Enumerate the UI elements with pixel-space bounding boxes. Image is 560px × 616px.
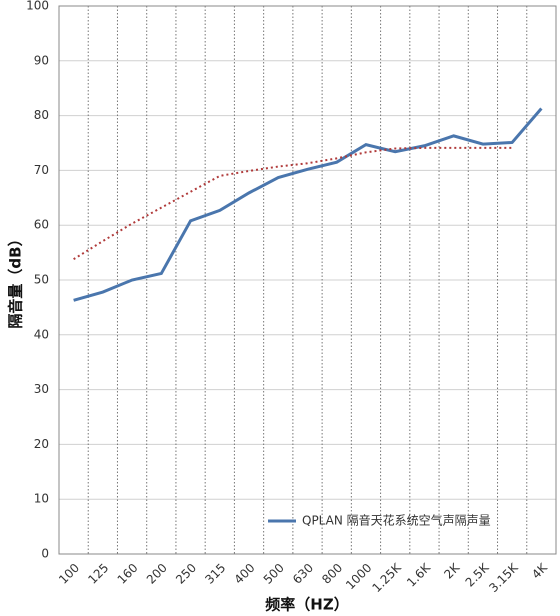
data-line xyxy=(73,146,513,261)
x-tick-label: 4K xyxy=(529,560,551,582)
plot-border xyxy=(58,5,557,555)
x-tick-label: 630 xyxy=(290,561,316,587)
y-tick-label: 50 xyxy=(34,273,49,287)
x-tick-label: 1.25K xyxy=(369,560,404,595)
x-tick-label: 100 xyxy=(56,561,82,587)
x-tick-label: 400 xyxy=(232,561,258,587)
y-tick-label: 10 xyxy=(34,492,49,506)
x-tick-label: 800 xyxy=(319,561,345,587)
x-tick-label: 2K xyxy=(441,560,463,582)
x-axis-title: 频率（HZ） xyxy=(265,596,348,614)
x-tick-label: 160 xyxy=(115,561,141,587)
y-tick-label: 80 xyxy=(34,108,49,122)
y-tick-label: 100 xyxy=(26,0,49,13)
y-tick-label: 90 xyxy=(34,53,49,67)
y-tick-label: 40 xyxy=(34,327,49,341)
y-axis-title: 隔音量（dB） xyxy=(7,231,25,328)
x-tick-label: 500 xyxy=(261,561,287,587)
y-tick-label: 70 xyxy=(34,163,49,177)
x-tick-label: 1000 xyxy=(343,561,374,592)
x-tick-label: 200 xyxy=(144,561,170,587)
x-tick-label: 250 xyxy=(173,561,199,587)
y-tick-label: 0 xyxy=(41,547,49,561)
y-tick-label: 20 xyxy=(34,437,49,451)
data-line xyxy=(73,107,543,302)
x-tick-label: 315 xyxy=(202,561,228,587)
x-tick-label: 125 xyxy=(85,561,111,587)
y-tick-label: 60 xyxy=(34,218,49,232)
legend-label: QPLAN 隔音天花系统空气声隔声量 xyxy=(302,513,491,528)
x-tick-label: 3.15K xyxy=(486,560,521,595)
x-tick-label: 1.6K xyxy=(404,560,434,590)
y-tick-label: 30 xyxy=(34,382,49,396)
